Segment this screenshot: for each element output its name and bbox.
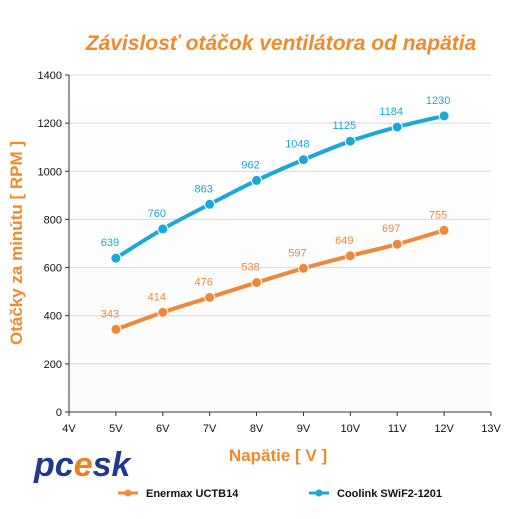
- data-point-enermax: [391, 238, 403, 250]
- y-tick-label: 800: [44, 214, 62, 226]
- x-tick-label: 6V: [156, 423, 170, 435]
- y-tick-label: 1400: [38, 70, 62, 82]
- data-point-coolink: [297, 154, 309, 166]
- logo-text: pcesk: [33, 446, 133, 484]
- data-label-coolink: 1048: [285, 139, 309, 151]
- data-labels: 343 414 476 538 597 649 697 755 639 760 863 962 1048…: [101, 95, 451, 321]
- data-label-coolink: 639: [101, 237, 119, 249]
- logo-letter-e: e: [74, 446, 93, 484]
- data-point-coolink: [204, 198, 216, 210]
- data-point-coolink: [110, 252, 122, 264]
- data-point-enermax: [251, 276, 263, 288]
- data-label-enermax: 476: [194, 276, 212, 288]
- data-label-enermax: 538: [241, 261, 259, 273]
- data-point-enermax: [204, 291, 216, 303]
- data-label-enermax: 649: [335, 235, 353, 247]
- legend-item-coolink: Coolink SWiF2-1201: [309, 488, 442, 500]
- x-tick-label: 11V: [388, 423, 407, 435]
- legend: Enermax UCTB14 Coolink SWiF2-1201: [118, 488, 442, 500]
- data-label-enermax: 597: [288, 247, 306, 259]
- data-label-coolink: 1230: [426, 95, 450, 107]
- data-label-enermax: 697: [382, 223, 400, 235]
- data-label-enermax: 414: [148, 291, 166, 303]
- data-point-coolink: [344, 135, 356, 147]
- pcesk-logo: pcesk: [33, 446, 133, 484]
- y-tick-label: 400: [44, 311, 62, 323]
- logo-letters-pc: pc: [33, 446, 74, 484]
- y-tick-label: 600: [44, 263, 62, 275]
- axes: 0 200 400 600 800 1000 1200 1400 4V 5V 6V 7V 8V 9V 10V…: [38, 70, 502, 435]
- grid: [69, 74, 491, 412]
- legend-label-enermax: Enermax UCTB14: [146, 488, 239, 500]
- data-label-coolink: 1184: [379, 106, 403, 118]
- plot-area: [69, 75, 491, 412]
- y-tick-label: 1000: [38, 166, 62, 178]
- x-tick-label: 13V: [481, 423, 501, 435]
- x-tick-label: 7V: [203, 423, 217, 435]
- data-point-enermax: [297, 262, 309, 274]
- series-layer: [110, 110, 450, 335]
- data-point-enermax: [344, 250, 356, 262]
- y-tick-label: 0: [56, 407, 62, 419]
- y-axis-title: Otáčky za minútu [ RPM ]: [7, 141, 26, 345]
- data-label-coolink: 962: [241, 159, 259, 171]
- y-tick-label: 200: [44, 359, 62, 371]
- data-label-coolink: 863: [194, 183, 212, 195]
- chart-title: Závislosť otáčok ventilátora od napätia: [85, 32, 477, 55]
- data-point-coolink: [157, 223, 169, 235]
- x-tick-label: 8V: [250, 423, 264, 435]
- data-point-enermax: [157, 306, 169, 318]
- y-tick-label: 1200: [38, 118, 62, 130]
- x-tick-label: 4V: [62, 423, 76, 435]
- logo-letters-sk: sk: [93, 446, 133, 484]
- data-label-enermax: 755: [429, 209, 447, 221]
- legend-marker-coolink: [315, 489, 323, 497]
- x-tick-label: 9V: [297, 423, 311, 435]
- data-point-enermax: [110, 323, 122, 335]
- data-point-enermax: [438, 224, 450, 236]
- x-tick-label: 12V: [434, 423, 454, 435]
- data-point-coolink: [251, 174, 263, 186]
- data-label-enermax: 343: [101, 308, 119, 320]
- x-tick-label: 10V: [341, 423, 361, 435]
- data-label-coolink: 1125: [333, 120, 357, 132]
- x-tick-label: 5V: [109, 423, 123, 435]
- legend-marker-enermax: [124, 489, 132, 497]
- data-point-coolink: [391, 121, 403, 133]
- legend-item-enermax: Enermax UCTB14: [118, 488, 239, 500]
- x-axis-title: Napätie [ V ]: [229, 446, 327, 465]
- legend-label-coolink: Coolink SWiF2-1201: [337, 488, 442, 500]
- data-point-coolink: [438, 110, 450, 122]
- data-label-coolink: 760: [148, 208, 166, 220]
